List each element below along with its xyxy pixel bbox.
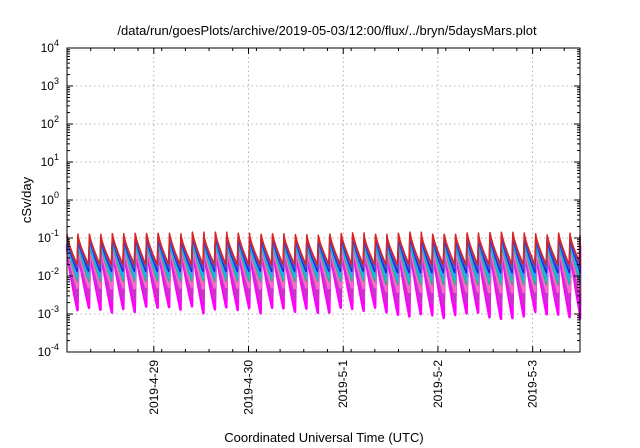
series-path <box>66 231 581 266</box>
axes: 10-4 10-3 10-2 10-1 100 101 102 103 104 2019-4-29… <box>38 38 581 415</box>
x-axis-label: Coordinated Universal Time (UTC) <box>224 430 423 445</box>
y-tick-label: 10-3 <box>38 304 59 321</box>
y-tick-label: 10-1 <box>38 228 59 245</box>
x-tick-label: 2019-4-30 <box>242 360 256 415</box>
x-tick-label: 2019-4-29 <box>147 360 161 415</box>
y-tick-label: 10-2 <box>38 266 59 283</box>
series-line <box>66 231 581 266</box>
series-lines <box>65 231 582 321</box>
y-tick-label: 101 <box>41 152 59 169</box>
y-axis-label: cSv/day <box>19 176 34 223</box>
y-tick-label: 104 <box>41 38 59 55</box>
y-tick-label: 102 <box>41 114 59 131</box>
y-tick-label: 100 <box>41 190 59 207</box>
x-tick-label: 2019-5-3 <box>526 360 540 408</box>
plot-frame <box>66 47 581 353</box>
y-tick-label: 10-4 <box>38 342 59 359</box>
x-tick-label: 2019-5-2 <box>431 360 445 408</box>
grid-lines <box>67 48 580 352</box>
chart-title: /data/run/goesPlots/archive/2019-05-03/1… <box>117 23 537 38</box>
y-tick-label: 103 <box>41 76 59 93</box>
x-tick-label: 2019-5-1 <box>336 360 350 408</box>
